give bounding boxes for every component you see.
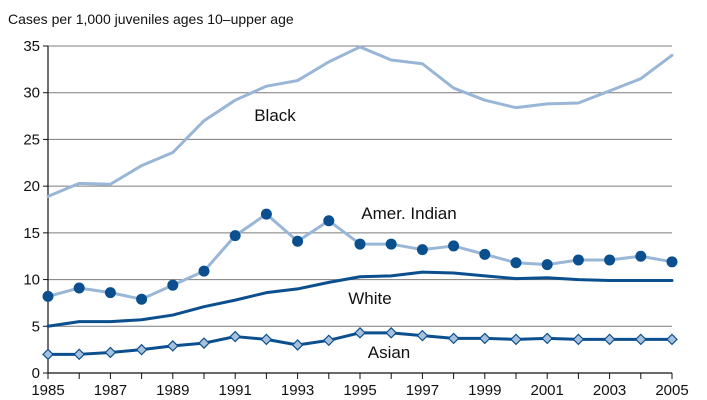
- x-tick-label: 1985: [31, 382, 64, 399]
- data-point-amer-indian: [510, 257, 522, 269]
- data-point-amer-indian: [136, 293, 148, 305]
- data-point-asian: [666, 333, 678, 346]
- x-tick-label: 1991: [219, 382, 252, 399]
- axes: [43, 45, 673, 379]
- data-point-amer-indian: [448, 240, 460, 252]
- series-lines: [42, 45, 678, 361]
- data-point-asian: [541, 332, 554, 345]
- x-tick-label: 1995: [343, 382, 376, 399]
- y-tick-label: 25: [23, 131, 40, 148]
- data-point-amer-indian: [604, 254, 616, 266]
- data-point-amer-indian: [666, 256, 678, 268]
- data-point-asian: [229, 330, 242, 343]
- y-tick-label: 0: [32, 365, 40, 382]
- data-point-amer-indian: [198, 265, 210, 277]
- data-point-amer-indian: [260, 208, 272, 220]
- data-point-amer-indian: [479, 248, 491, 260]
- data-point-amer-indian: [167, 279, 179, 291]
- tick-labels: 0 5 10 15 20 25 30 35 1985 1987 1989 1991 1993 1995 19…: [23, 38, 688, 399]
- data-point-asian: [603, 333, 616, 346]
- data-point-asian: [166, 340, 179, 352]
- series-annotations: Black Amer. Indian White Asian: [254, 106, 457, 362]
- data-point-amer-indian: [104, 287, 116, 299]
- series-label: Amer. Indian: [361, 204, 456, 223]
- series-label: White: [348, 289, 391, 308]
- data-point-amer-indian: [385, 238, 397, 250]
- x-tick-label: 2003: [593, 382, 626, 399]
- data-point-amer-indian: [42, 290, 54, 302]
- x-tick-label: 1997: [406, 382, 439, 399]
- x-tick-label: 2001: [531, 382, 564, 399]
- data-point-asian: [385, 326, 398, 339]
- data-point-asian: [198, 337, 210, 349]
- x-tick-label: 1987: [94, 382, 127, 399]
- y-tick-label: 20: [23, 178, 40, 195]
- series-label: Asian: [368, 343, 411, 362]
- x-tick-label: 1993: [281, 382, 314, 399]
- data-point-amer-indian: [73, 282, 85, 294]
- data-point-amer-indian: [323, 215, 335, 227]
- data-point-amer-indian: [541, 259, 553, 271]
- data-point-amer-indian: [354, 238, 366, 250]
- x-tick-label: 1999: [468, 382, 501, 399]
- y-tick-label: 15: [23, 225, 40, 242]
- data-point-asian: [354, 326, 366, 339]
- data-point-asian: [322, 334, 335, 347]
- data-point-asian: [416, 329, 429, 342]
- y-axis-title: Cases per 1,000 juveniles ages 10–upper …: [8, 11, 294, 27]
- data-point-asian: [478, 332, 491, 345]
- series-line-black: [46, 45, 674, 198]
- series-label: Black: [254, 106, 296, 125]
- data-point-amer-indian: [229, 230, 241, 242]
- y-tick-label: 5: [32, 318, 40, 335]
- data-point-amer-indian: [635, 250, 647, 262]
- data-point-asian: [104, 346, 117, 359]
- data-point-asian: [291, 339, 304, 351]
- series-line-white: [46, 270, 674, 328]
- data-point-asian: [572, 333, 585, 346]
- y-tick-label: 30: [23, 85, 40, 102]
- data-point-asian: [260, 333, 273, 346]
- gridlines: [48, 45, 672, 327]
- x-tick-label: 1989: [156, 382, 189, 399]
- data-point-asian: [42, 348, 54, 361]
- data-point-asian: [510, 333, 522, 346]
- data-point-asian: [73, 348, 86, 361]
- data-point-asian: [634, 333, 647, 346]
- data-point-asian: [135, 343, 148, 356]
- x-tick-label: 2005: [655, 382, 688, 399]
- y-tick-label: 35: [23, 38, 40, 55]
- data-point-amer-indian: [416, 244, 428, 256]
- y-tick-label: 10: [23, 272, 40, 289]
- data-point-amer-indian: [572, 254, 584, 266]
- data-point-amer-indian: [292, 235, 304, 247]
- data-point-asian: [447, 332, 460, 345]
